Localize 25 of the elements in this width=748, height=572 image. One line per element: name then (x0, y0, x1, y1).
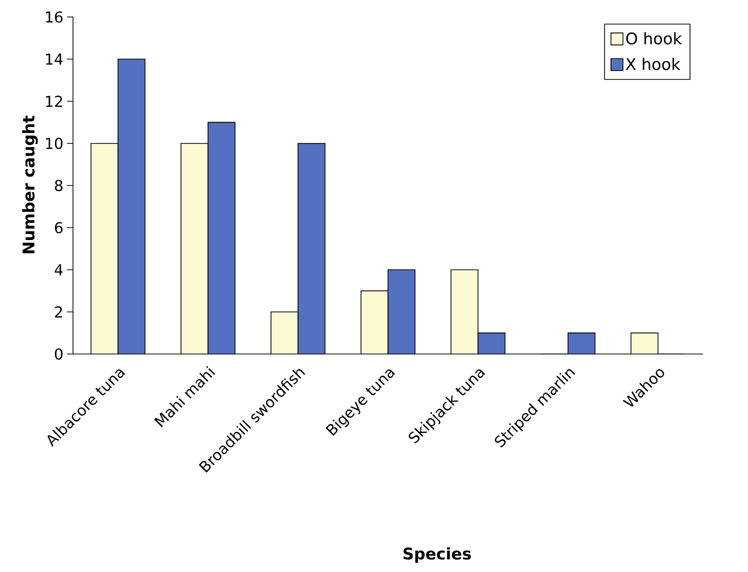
y-tick-label: 2 (55, 306, 62, 318)
y-tick-label: 16 (46, 11, 63, 23)
legend-label: O hook (626, 32, 682, 45)
y-tick-label: 14 (46, 54, 63, 65)
y-tick-label: 10 (46, 138, 62, 150)
bar (451, 270, 478, 354)
bar (630, 332, 658, 354)
bar (298, 143, 326, 354)
y-tick-label: 6 (54, 222, 63, 234)
bar (388, 270, 416, 354)
bar (118, 59, 145, 354)
bar (271, 312, 298, 354)
y-tick-label: 0 (54, 348, 62, 360)
bar (361, 290, 388, 354)
y-tick-label: 12 (46, 96, 62, 107)
bar (91, 143, 118, 354)
legend-label: X hook (626, 58, 680, 70)
bar (478, 332, 506, 354)
y-axis-title: Number caught (22, 116, 38, 254)
x-axis-title: Species (404, 547, 471, 563)
y-tick-label: 4 (54, 264, 63, 276)
bar (208, 122, 235, 354)
y-tick-label: 8 (54, 180, 62, 192)
bar (181, 143, 208, 354)
bar (568, 332, 596, 354)
